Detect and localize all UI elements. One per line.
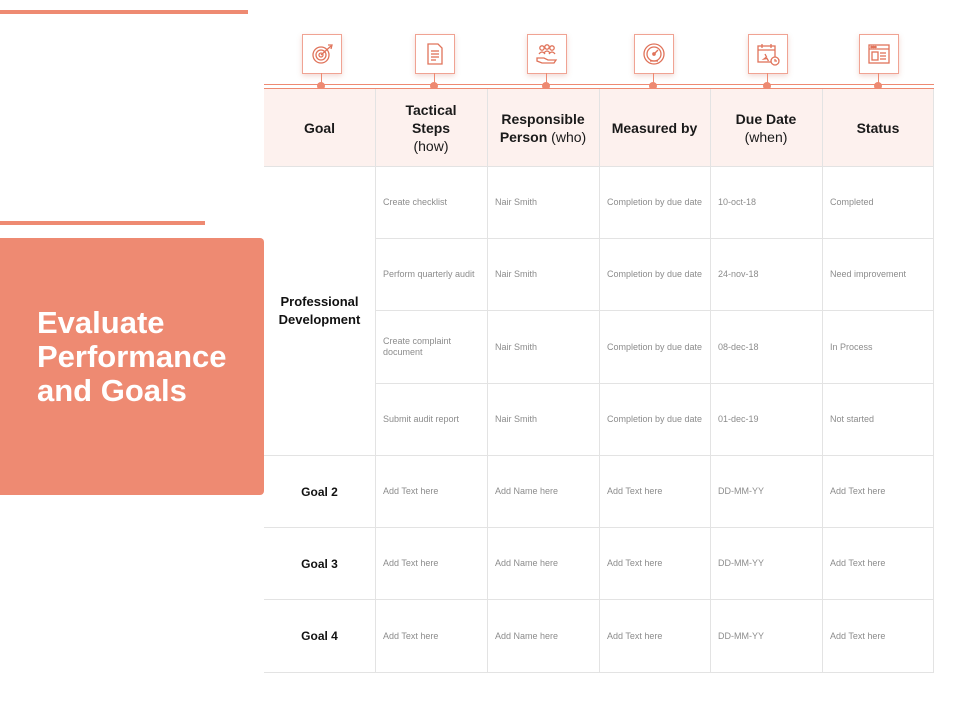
page-title: Evaluate Performance and Goals	[37, 306, 257, 408]
column-divider	[933, 89, 934, 672]
row-divider	[264, 166, 934, 167]
measured-by-cell: Completion by due date	[607, 197, 703, 207]
header-responsible-person: Responsible Person (who)	[487, 89, 599, 166]
responsible-person-cell: Nair Smith	[495, 197, 538, 207]
timeline-dot	[649, 82, 657, 90]
accent-line-top	[0, 10, 248, 14]
goal-cell: Goal 3	[301, 556, 338, 571]
due-date-cell: 24-nov-18	[718, 269, 759, 279]
header-sub: (who)	[551, 128, 587, 145]
document-icon	[415, 34, 455, 74]
header-rule	[264, 88, 934, 89]
tactical-step-cell: Add Text here	[383, 486, 439, 496]
responsible-person-cell: Nair Smith	[495, 341, 538, 352]
tactical-step-cell: Create complaint document	[383, 336, 452, 357]
title-line: Performance	[37, 339, 227, 374]
measured-by-cell: Completion by due date	[607, 341, 703, 352]
header-main: Responsible Person	[499, 110, 585, 145]
tactical-step-cell: Add Text here	[383, 630, 439, 641]
header-measured-by: Measured by	[599, 89, 710, 166]
header-main: Status	[856, 119, 900, 136]
responsible-person-cell: Nair Smith	[495, 269, 538, 279]
connector-line	[434, 73, 435, 85]
column-divider	[822, 89, 823, 672]
timeline-dot	[542, 82, 550, 90]
header-main: Tactical Steps	[405, 101, 457, 136]
header-main: Due Date	[735, 110, 797, 127]
due-date-cell: DD-MM-YY	[718, 486, 764, 496]
responsible-person-cell: Add Name here	[495, 486, 559, 496]
header-status: Status	[822, 89, 934, 166]
header-goal: Goal	[264, 89, 375, 166]
row-divider	[375, 310, 934, 311]
header-main: Goal	[303, 119, 336, 136]
status-cell: Completed	[830, 197, 874, 207]
calendar-icon	[748, 34, 788, 74]
tactical-step-cell: Add Text here	[383, 558, 439, 568]
team-icon	[527, 34, 567, 74]
goal-cell: Goal 2	[301, 484, 338, 499]
goal-cell: Goal 4	[301, 629, 338, 643]
timeline-dot	[874, 82, 882, 90]
header-rule	[264, 84, 934, 85]
timeline-dot	[430, 82, 438, 90]
tactical-step-cell: Perform quarterly audit	[383, 269, 475, 279]
responsible-person-cell: Add Name here	[495, 630, 559, 641]
measured-by-cell: Add Text here	[607, 558, 663, 568]
due-date-cell: 08-dec-18	[718, 341, 759, 352]
column-divider	[710, 89, 711, 672]
due-date-cell: DD-MM-YY	[718, 630, 764, 641]
row-divider	[264, 527, 934, 528]
tactical-step-cell: Create checklist	[383, 197, 448, 207]
column-divider	[599, 89, 600, 672]
due-date-cell: 01-dec-19	[718, 414, 759, 424]
column-divider	[375, 89, 376, 672]
responsible-person-cell: Nair Smith	[495, 414, 538, 424]
connector-line	[878, 73, 879, 85]
title-line: and Goals	[37, 373, 187, 408]
row-divider	[264, 672, 934, 673]
responsible-person-cell: Add Name here	[495, 558, 559, 568]
connector-line	[321, 73, 322, 85]
status-cell: Add Text here	[830, 558, 886, 568]
goal-cell-professional-development: Professional Development	[264, 167, 375, 455]
status-cell: Need improvement	[830, 269, 907, 279]
row-divider	[264, 599, 934, 600]
measured-by-cell: Add Text here	[607, 486, 663, 496]
connector-line	[546, 73, 547, 85]
goal-label: Professional Development	[278, 294, 361, 327]
gauge-icon	[634, 34, 674, 74]
status-cell: Add Text here	[830, 630, 886, 641]
measured-by-cell: Completion by due date	[607, 414, 703, 424]
row-divider	[264, 455, 934, 456]
status-cell: Add Text here	[830, 486, 886, 496]
header-tactical-steps: Tactical Steps (how)	[375, 89, 487, 166]
connector-line	[767, 73, 768, 85]
tactical-step-cell: Submit audit report	[383, 414, 460, 424]
due-date-cell: 10-oct-18	[718, 197, 757, 207]
timeline-dot	[763, 82, 771, 90]
header-sub: (when)	[744, 128, 788, 145]
timeline-dot	[317, 82, 325, 90]
row-divider	[375, 238, 934, 239]
target-icon	[302, 34, 342, 74]
measured-by-cell: Completion by due date	[607, 269, 703, 279]
header-main: Measured by	[611, 119, 698, 136]
row-divider	[375, 383, 934, 384]
column-divider	[487, 89, 488, 672]
header-sub: (how)	[413, 137, 449, 154]
connector-line	[653, 73, 654, 85]
title-line: Evaluate	[37, 305, 165, 340]
accent-line-middle	[0, 221, 205, 225]
measured-by-cell: Add Text here	[607, 630, 663, 641]
title-panel	[0, 238, 264, 495]
header-due-date: Due Date (when)	[710, 89, 822, 166]
status-cell: In Process	[830, 341, 873, 352]
status-cell: Not started	[830, 414, 875, 424]
status-window-icon	[859, 34, 899, 74]
due-date-cell: DD-MM-YY	[718, 558, 764, 568]
